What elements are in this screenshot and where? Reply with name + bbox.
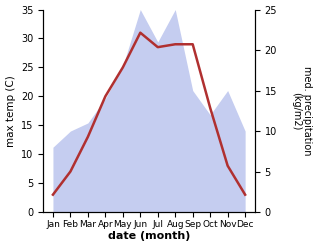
Y-axis label: max temp (C): max temp (C) [5,75,16,147]
Y-axis label: med. precipitation
(kg/m2): med. precipitation (kg/m2) [291,66,313,156]
X-axis label: date (month): date (month) [108,231,190,242]
